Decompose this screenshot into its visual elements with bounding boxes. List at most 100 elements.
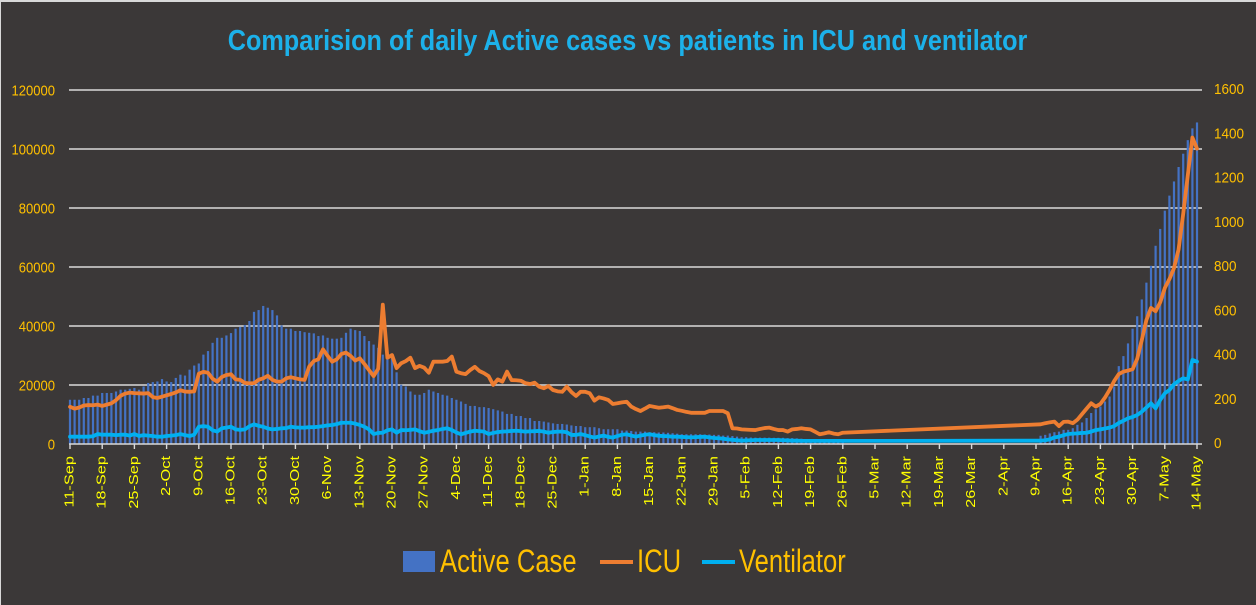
y-right-tick-label: 1600	[1214, 82, 1244, 99]
bar-active-case	[234, 328, 237, 444]
bar-active-case	[1177, 167, 1180, 444]
line-icu	[68, 135, 1199, 437]
bar-active-case	[1131, 328, 1134, 444]
bar-active-case	[482, 407, 486, 445]
bar-active-case	[625, 430, 628, 444]
bar-active-case	[400, 384, 403, 444]
x-tick-label: 30-Apr	[1126, 456, 1140, 505]
x-axis-labels: 11-Sep 18-Sep 25-Sep 2-Oct 9-Oct 16-Oct 23-Oct…	[63, 444, 1204, 511]
bar-active-case	[671, 433, 674, 444]
bar-active-case	[96, 395, 99, 444]
bar-active-case	[193, 365, 196, 444]
x-tick-label: 12-Mar	[900, 456, 914, 508]
x-tick-label: 25-Dec	[546, 456, 560, 509]
bar-active-case	[257, 310, 260, 444]
y-axis-left-labels: 0 20000 40000 60000 80000 100000 120000	[11, 81, 55, 452]
x-tick-label: 26-Mar	[965, 456, 979, 508]
y-left-tick-label: 100000	[11, 140, 55, 157]
bar-active-case	[225, 335, 228, 444]
bar-active-case	[110, 392, 113, 444]
bar-active-case	[183, 375, 187, 444]
bar-active-case	[1145, 282, 1148, 444]
x-tick-label: 19-Feb	[804, 456, 818, 508]
y-right-tick-label: 0	[1214, 436, 1222, 453]
bar-active-case	[685, 434, 688, 444]
legend-icu-line-icon	[600, 560, 633, 564]
bar-active-case	[133, 387, 136, 444]
bar-active-case	[501, 411, 504, 444]
bar-active-case	[1168, 195, 1171, 444]
bar-active-case	[1071, 428, 1074, 444]
y-right-tick-label: 200	[1214, 391, 1237, 408]
bar-active-case	[487, 408, 490, 444]
bar-active-case	[206, 351, 210, 444]
bar-active-case	[1126, 343, 1130, 444]
bar-active-case	[469, 405, 472, 444]
bar-active-case	[432, 391, 435, 444]
bar-active-case	[317, 336, 320, 444]
bar-active-case	[78, 399, 81, 444]
bar-active-case	[239, 326, 242, 444]
x-tick-label: 1-Jan	[578, 456, 592, 497]
bar-active-case	[1163, 210, 1166, 444]
x-tick-label: 9-Apr	[1029, 456, 1043, 496]
bar-active-case	[496, 410, 499, 444]
legend-ventilator-line-icon	[702, 560, 735, 564]
bar-active-case	[390, 357, 394, 444]
bar-active-case	[174, 377, 177, 444]
bar-active-case	[124, 389, 127, 444]
bar-active-case	[312, 333, 315, 445]
bar-active-case	[331, 338, 334, 444]
bar-active-case	[165, 381, 168, 444]
x-tick-label: 5-Feb	[739, 456, 753, 499]
bar-active-case	[459, 401, 463, 444]
bar-active-case	[128, 388, 131, 444]
bar-active-case	[561, 423, 564, 444]
bar-active-case	[1136, 316, 1139, 444]
bar-active-case	[409, 391, 412, 444]
bar-active-case	[367, 341, 371, 444]
bar-active-case	[87, 397, 90, 444]
bar-active-case	[229, 333, 233, 444]
legend-ventilator-label: Ventilator	[739, 543, 846, 579]
bar-active-case	[91, 395, 95, 444]
x-tick-label: 15-Jan	[643, 456, 657, 506]
bar-active-case	[703, 434, 706, 444]
bar-active-case	[423, 392, 426, 444]
bar-active-case	[1195, 122, 1199, 444]
bar-active-case	[220, 337, 223, 444]
bar-active-case	[455, 399, 458, 444]
bar-active-case	[1117, 366, 1120, 444]
bar-active-case	[680, 434, 683, 444]
bar-active-case	[82, 397, 85, 444]
x-tick-label: 9-Oct	[192, 456, 206, 496]
bar-active-case	[505, 413, 509, 444]
bar-active-case	[404, 386, 407, 444]
bar-active-case	[639, 431, 642, 444]
bar-active-case	[464, 403, 467, 444]
bar-active-case	[441, 394, 444, 444]
bar-active-case	[202, 354, 205, 444]
bar-active-case	[694, 434, 697, 444]
legend-icu-label: ICU	[637, 543, 682, 579]
bar-active-case	[349, 328, 352, 444]
bar-active-case	[1067, 429, 1070, 444]
bar-active-case	[68, 399, 72, 444]
x-tick-label: 22-Jan	[675, 456, 689, 506]
bar-active-case	[147, 382, 150, 444]
bar-active-case	[197, 363, 200, 444]
bar-active-case	[1103, 401, 1107, 444]
bar-active-case	[1094, 409, 1097, 444]
bar-active-case	[326, 337, 329, 444]
x-tick-label: 12-Feb	[771, 456, 785, 508]
x-tick-label: 6-Nov	[321, 455, 335, 499]
bar-active-case	[386, 356, 389, 444]
y-left-tick-label: 40000	[19, 317, 55, 334]
bar-active-case	[289, 328, 292, 444]
bar-active-case	[666, 432, 670, 444]
bar-active-case	[114, 391, 118, 444]
y-left-tick-label: 80000	[19, 199, 55, 216]
bar-active-case	[303, 332, 306, 444]
bar-active-case	[377, 347, 380, 444]
